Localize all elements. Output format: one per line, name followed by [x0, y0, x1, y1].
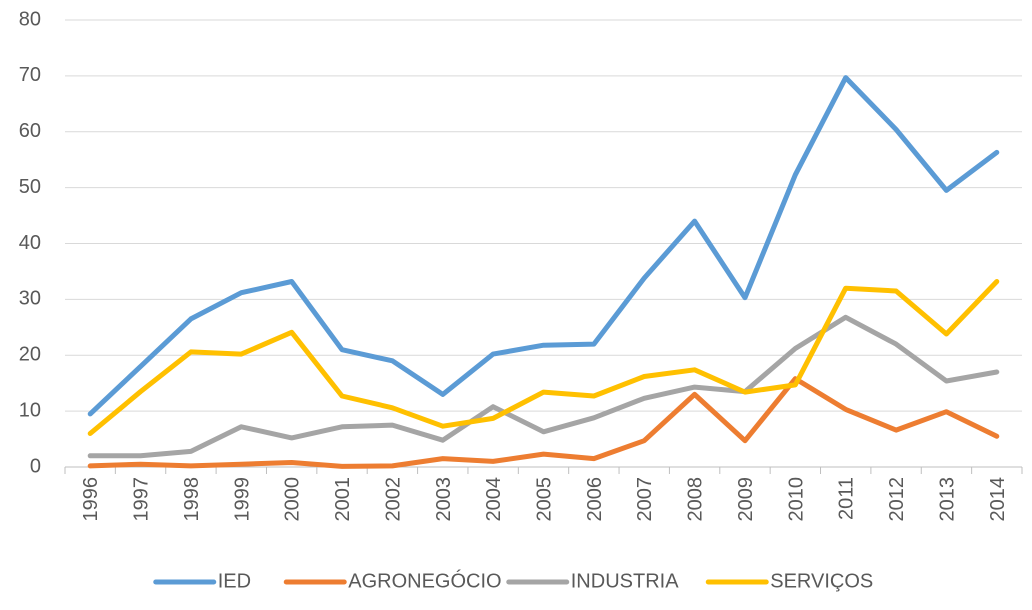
x-tick-label: 2010 — [785, 477, 807, 522]
y-tick-label: 10 — [19, 399, 41, 421]
legend: IED AGRONEGÓCIO INDUSTRIA SERVIÇOS — [153, 569, 873, 592]
series-line — [87, 376, 1000, 469]
x-tick-label: 2000 — [282, 477, 304, 522]
x-tick-label: 2009 — [735, 477, 757, 522]
x-tick-label: 1996 — [80, 477, 102, 522]
series-line — [87, 75, 1000, 417]
y-tick-label: 20 — [19, 344, 41, 366]
x-tick-label: 2005 — [534, 477, 556, 522]
x-tick-label: 2011 — [836, 477, 858, 520]
y-tick-label: 30 — [19, 288, 41, 310]
x-tick-label: 2004 — [483, 477, 505, 522]
y-axis: 0 10 20 30 40 50 60 70 80 — [19, 8, 41, 477]
y-tick-label: 0 — [30, 455, 41, 477]
x-tick-label: 1997 — [131, 477, 153, 522]
y-tick-label: 50 — [19, 176, 41, 198]
x-tick-label: 2003 — [433, 477, 455, 522]
x-tick-label: 2002 — [382, 477, 404, 522]
legend-label: AGRONEGÓCIO — [348, 569, 501, 592]
x-tick-label: 2013 — [936, 477, 958, 522]
y-tick-label: 80 — [19, 8, 41, 30]
x-tick-label: 2012 — [886, 477, 908, 522]
x-tick-label: 1999 — [231, 477, 253, 522]
x-tick-label: 2006 — [584, 477, 606, 522]
y-tick-label: 70 — [19, 64, 41, 86]
series-line — [87, 279, 1000, 436]
x-axis: 1996 1997 1998 1999 2000 2001 2002 2003 2004 2005… — [64, 466, 1023, 522]
series-lines — [87, 75, 1000, 469]
x-tick-label: 2001 — [332, 477, 354, 522]
y-tick-label: 40 — [19, 232, 41, 254]
legend-label: IED — [218, 570, 251, 592]
legend-label: SERVIÇOS — [770, 570, 873, 592]
x-tick-label: 1998 — [181, 477, 203, 522]
y-tick-label: 60 — [19, 120, 41, 142]
x-tick-label: 2008 — [685, 477, 707, 522]
series-line — [87, 314, 1000, 459]
x-tick-label: 2014 — [987, 477, 1009, 522]
x-tick-label: 2007 — [634, 477, 656, 522]
legend-label: INDUSTRIA — [571, 570, 679, 592]
